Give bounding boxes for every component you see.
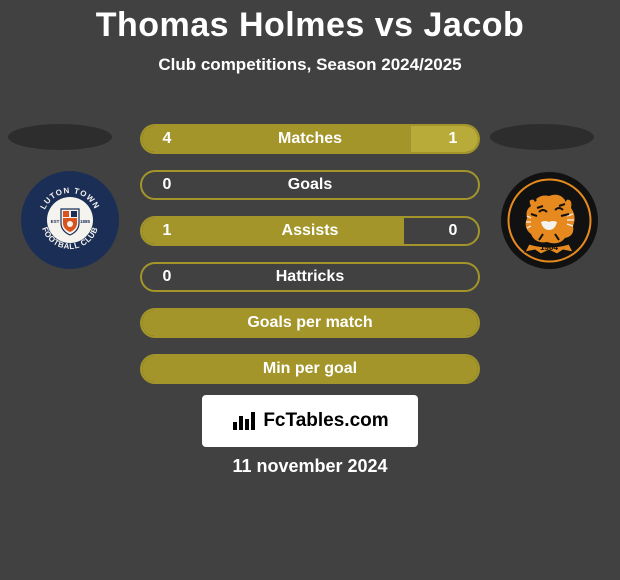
page-subtitle: Club competitions, Season 2024/2025 — [0, 55, 620, 75]
brand-suffix: .com — [344, 410, 388, 432]
stat-value-right: 1 — [428, 130, 478, 148]
luton-crest-icon: LUTON TOWN FOOTBALL CLUB EST 1885 — [35, 185, 105, 255]
stat-row-hattricks: 0Hattricks — [140, 262, 480, 292]
svg-text:1904: 1904 — [540, 243, 558, 252]
left-club-crest: LUTON TOWN FOOTBALL CLUB EST 1885 — [21, 171, 119, 269]
stat-row-min-per-goal: Min per goal — [140, 354, 480, 384]
stat-label: Goals per match — [192, 314, 428, 332]
stat-rows: 4Matches10Goals1Assists00HattricksGoals … — [140, 124, 480, 400]
right-shadow-ellipse — [490, 124, 594, 150]
page-title: Thomas Holmes vs Jacob — [0, 0, 620, 45]
stat-value-right: 0 — [428, 222, 478, 240]
stat-row-goals: 0Goals — [140, 170, 480, 200]
stat-row-assists: 1Assists0 — [140, 216, 480, 246]
stat-value-left: 0 — [142, 268, 192, 286]
stat-value-left: 4 — [142, 130, 192, 148]
stat-row-goals-per-match: Goals per match — [140, 308, 480, 338]
stat-value-left: 0 — [142, 176, 192, 194]
brand-text: FcTables.com — [263, 410, 388, 432]
brand-footer[interactable]: FcTables.com — [202, 395, 418, 447]
fctables-bars-icon — [231, 408, 257, 434]
stat-row-matches: 4Matches1 — [140, 124, 480, 154]
stat-label: Matches — [192, 130, 428, 148]
stat-label: Goals — [192, 176, 428, 194]
date-label: 11 november 2024 — [0, 456, 620, 477]
stat-label: Assists — [192, 222, 428, 240]
left-shadow-ellipse — [8, 124, 112, 150]
brand-main: FcTables — [263, 410, 344, 432]
svg-text:1885: 1885 — [80, 219, 91, 224]
stat-label: Hattricks — [192, 268, 428, 286]
svg-text:EST: EST — [51, 219, 60, 224]
hull-crest-icon: 1904 — [501, 172, 598, 269]
stat-value-left: 1 — [142, 222, 192, 240]
right-club-crest: 1904 — [501, 172, 598, 269]
stat-label: Min per goal — [192, 360, 428, 378]
